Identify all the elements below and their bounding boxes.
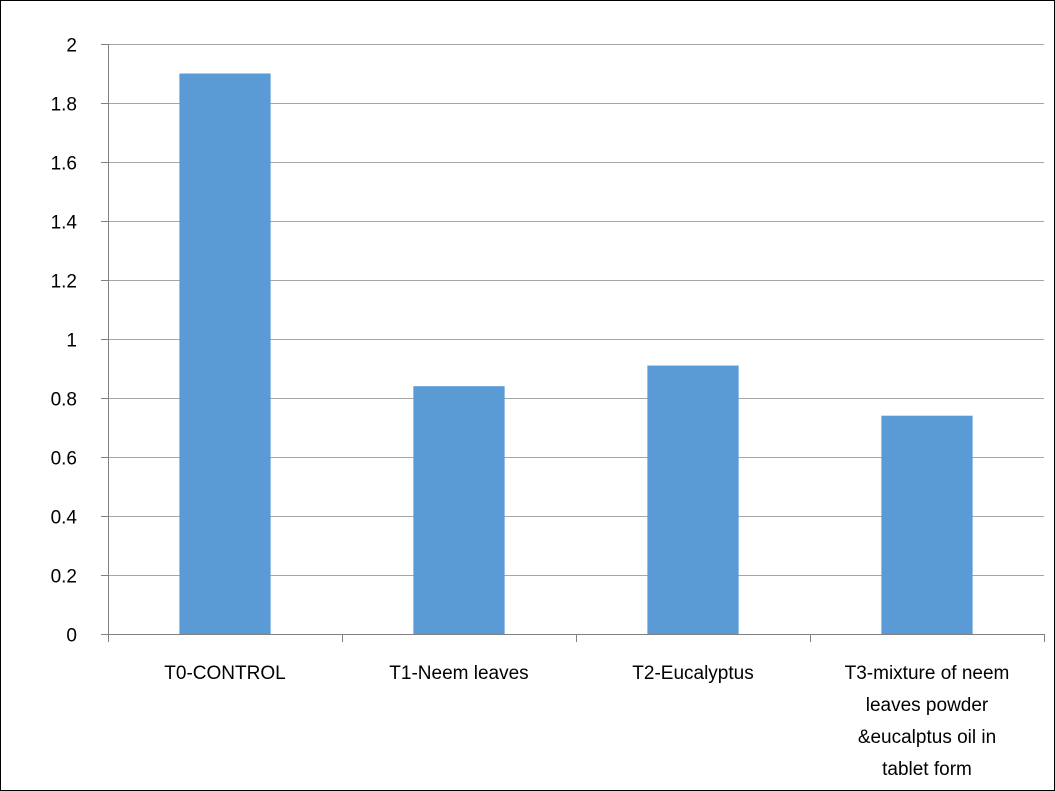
xtick-label-line: T0-CONTROL (164, 663, 285, 684)
xtick-label-line: T3-mixture of neem (845, 663, 1010, 684)
ytick-label-10: 2 (66, 36, 77, 57)
xtick-label-1: T1-Neem leaves (389, 663, 528, 684)
bar-0 (179, 73, 271, 634)
bar-1 (413, 386, 505, 634)
ytick-label-1: 0.2 (51, 567, 77, 588)
xtick-label-line: tablet form (882, 759, 972, 780)
xtick-label-line: leaves powder (866, 695, 989, 716)
xtick-label-line: T2-Eucalyptus (632, 663, 753, 684)
xtick-label-line: T1-Neem leaves (389, 663, 528, 684)
xtick-label-3: T3-mixture of neem leaves powder &eucalptu… (845, 663, 1010, 780)
ytick-label-0: 0 (66, 626, 77, 647)
xtick-label-line: &eucalptus oil in (858, 727, 996, 748)
ytick-label-5: 1 (66, 331, 77, 352)
bar-2 (647, 365, 739, 634)
ytick-label-4: 0.8 (51, 390, 77, 411)
xtick-label-2: T2-Eucalyptus (632, 663, 753, 684)
ytick-label-9: 1.8 (51, 95, 77, 116)
ytick-label-6: 1.2 (51, 272, 77, 293)
xtick-label-0: T0-CONTROL (164, 663, 285, 684)
bar-3 (881, 415, 973, 634)
ytick-label-3: 0.6 (51, 449, 77, 470)
ytick-label-7: 1.4 (51, 213, 78, 234)
ytick-label-2: 0.4 (51, 508, 78, 529)
ytick-label-8: 1.6 (51, 154, 77, 175)
